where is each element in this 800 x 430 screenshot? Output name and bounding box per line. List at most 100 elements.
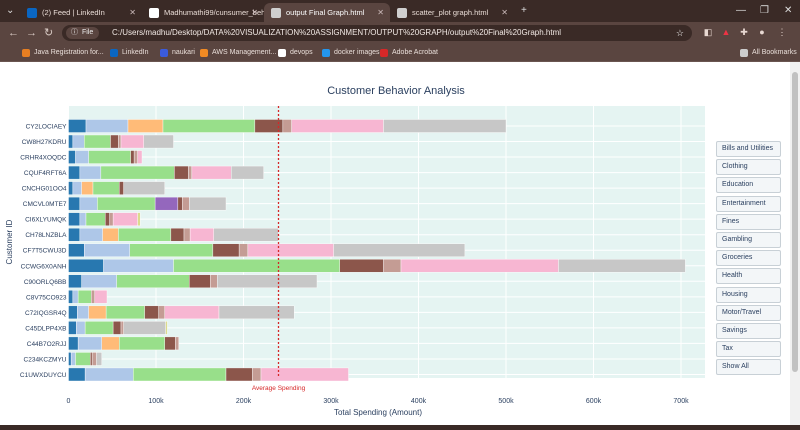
tab-close-icon[interactable]: ✕ xyxy=(251,8,258,17)
chart-title: Customer Behavior Analysis xyxy=(327,85,465,97)
tab-close-icon[interactable]: ✕ xyxy=(501,8,508,17)
bar-segment xyxy=(88,150,131,164)
bar-segment xyxy=(120,321,124,335)
legend-button[interactable]: Tax xyxy=(716,341,781,358)
y-tick-label: CCWG6X0ANH xyxy=(21,263,67,270)
bar-segment xyxy=(72,134,85,149)
legend-button[interactable]: Motor/Travel xyxy=(716,304,781,321)
bookmark-item[interactable]: Adobe Acrobat xyxy=(380,47,438,59)
bookmark-label: naukari xyxy=(172,49,195,56)
y-axis-label: Customer ID xyxy=(5,219,14,264)
reload-icon[interactable]: ↻ xyxy=(44,27,54,39)
bookmark-item[interactable]: devops xyxy=(278,47,313,59)
tab-1[interactable]: (2) Feed | LinkedIn ✕ xyxy=(20,3,142,22)
bar-segment xyxy=(252,367,262,382)
x-tick-label: 400k xyxy=(411,398,427,405)
y-tick-label: C72IQGSR4Q xyxy=(25,310,67,317)
tab-2[interactable]: Madhumathi99/cunsumer_beh ✕ xyxy=(142,3,264,22)
extension-icon[interactable]: ◧ xyxy=(703,27,713,37)
tab-3[interactable]: output Final Graph.html ✕ xyxy=(264,3,390,22)
url-box[interactable]: ⓘ File C:/Users/madhu/Desktop/DATA%20VIS… xyxy=(62,25,692,41)
new-tab-button[interactable]: + xyxy=(521,5,527,16)
bar-segment xyxy=(68,321,77,335)
bar-segment xyxy=(79,196,98,211)
profile-icon[interactable]: ● xyxy=(759,27,765,37)
bar-segment xyxy=(110,134,119,149)
star-icon[interactable]: ☆ xyxy=(675,28,684,38)
y-tick-label: CRHR4XOQDC xyxy=(20,155,67,162)
acrobat-icon[interactable]: ▲ xyxy=(721,27,731,37)
bar-segment xyxy=(68,305,78,320)
file-chip[interactable]: ⓘ File xyxy=(66,27,100,39)
bar-segment xyxy=(210,274,218,289)
url-text[interactable]: C:/Users/madhu/Desktop/DATA%20VISUALIZAT… xyxy=(112,28,562,37)
legend-button[interactable]: Groceries xyxy=(716,250,781,267)
all-bookmarks[interactable]: All Bookmarks xyxy=(740,47,797,59)
forward-icon[interactable]: → xyxy=(26,27,37,39)
legend-button[interactable]: Fines xyxy=(716,213,781,230)
legend-button[interactable]: Bills and Utilities xyxy=(716,141,781,157)
scrollbar[interactable] xyxy=(790,62,800,425)
y-tick-label: CMCVL0MTE7 xyxy=(23,201,67,208)
bar-segment xyxy=(75,150,89,164)
bar-segment xyxy=(189,227,214,242)
bar-segment xyxy=(119,181,124,195)
bar-segment xyxy=(88,305,107,320)
bar-segment xyxy=(91,290,95,304)
bar-segment xyxy=(75,352,91,366)
bar-segment xyxy=(162,119,256,133)
scrollbar-thumb[interactable] xyxy=(792,72,798,372)
tab-search-icon[interactable]: ⌄ xyxy=(6,5,15,16)
legend-button[interactable]: Health xyxy=(716,268,781,285)
tab-label: (2) Feed | LinkedIn xyxy=(42,8,105,17)
y-tick-label: C44B7O2RJJ xyxy=(27,341,67,348)
bar-segment xyxy=(77,305,89,320)
bar-segment xyxy=(120,134,144,149)
bookmark-item[interactable]: naukari xyxy=(160,47,195,59)
y-tick-label: CI6XLYUMQK xyxy=(25,217,67,224)
legend-button[interactable]: Housing xyxy=(716,286,781,303)
tab-4[interactable]: scatter_plot graph.html ✕ xyxy=(390,3,514,22)
bookmark-item[interactable]: LinkedIn xyxy=(110,47,148,59)
plot-background xyxy=(68,106,705,378)
legend-button[interactable]: Gambling xyxy=(716,232,781,248)
bar-segment xyxy=(79,227,103,242)
tab-close-icon[interactable]: ✕ xyxy=(377,8,384,17)
bar-segment xyxy=(158,305,165,320)
bar-segment xyxy=(400,259,559,273)
close-window-icon[interactable]: ✕ xyxy=(784,5,793,16)
x-tick-label: 100k xyxy=(148,398,164,405)
y-tick-label: CQUF4RFT6A xyxy=(24,170,67,177)
bookmark-icon xyxy=(322,49,330,57)
legend-button[interactable]: Show All xyxy=(716,359,781,376)
legend-button[interactable]: Clothing xyxy=(716,159,781,176)
bar-segment xyxy=(84,367,134,382)
legend-button[interactable]: Savings xyxy=(716,323,781,339)
github-icon xyxy=(149,8,159,18)
legend-button[interactable]: Entertainment xyxy=(716,195,781,212)
bar-segment xyxy=(105,212,110,226)
back-icon[interactable]: ← xyxy=(8,27,19,39)
menu-icon[interactable]: ⋮ xyxy=(777,27,787,37)
bar-segment xyxy=(68,150,76,164)
restore-icon[interactable]: ❐ xyxy=(760,5,769,16)
puzzle-icon[interactable]: ✚ xyxy=(740,27,748,37)
bar-segment xyxy=(189,196,227,211)
globe-icon xyxy=(271,8,281,18)
bar-segment xyxy=(68,274,82,289)
legend-button[interactable]: Education xyxy=(716,177,781,194)
bookmark-item[interactable]: docker images xyxy=(322,47,380,59)
x-tick-label: 200k xyxy=(236,398,252,405)
y-tick-label: CNCHG01OO4 xyxy=(22,186,67,193)
tab-close-icon[interactable]: ✕ xyxy=(129,8,136,17)
bookmark-item[interactable]: Java Registration for... xyxy=(22,47,104,59)
chart-svg: 0 100k 200k 300k 400k 500k 600k 700k CY2LOCIAEY C… xyxy=(5,70,788,425)
tab-label: output Final Graph.html xyxy=(286,8,365,17)
bar-segment xyxy=(129,243,214,257)
y-tick-label: C8V75CO923 xyxy=(26,294,67,301)
bar-segment xyxy=(105,305,145,320)
x-tick-label: 700k xyxy=(673,398,689,405)
bookmark-item[interactable]: AWS Management... xyxy=(200,47,276,59)
bar-segment xyxy=(109,212,114,226)
minimize-icon[interactable]: — xyxy=(736,5,746,16)
